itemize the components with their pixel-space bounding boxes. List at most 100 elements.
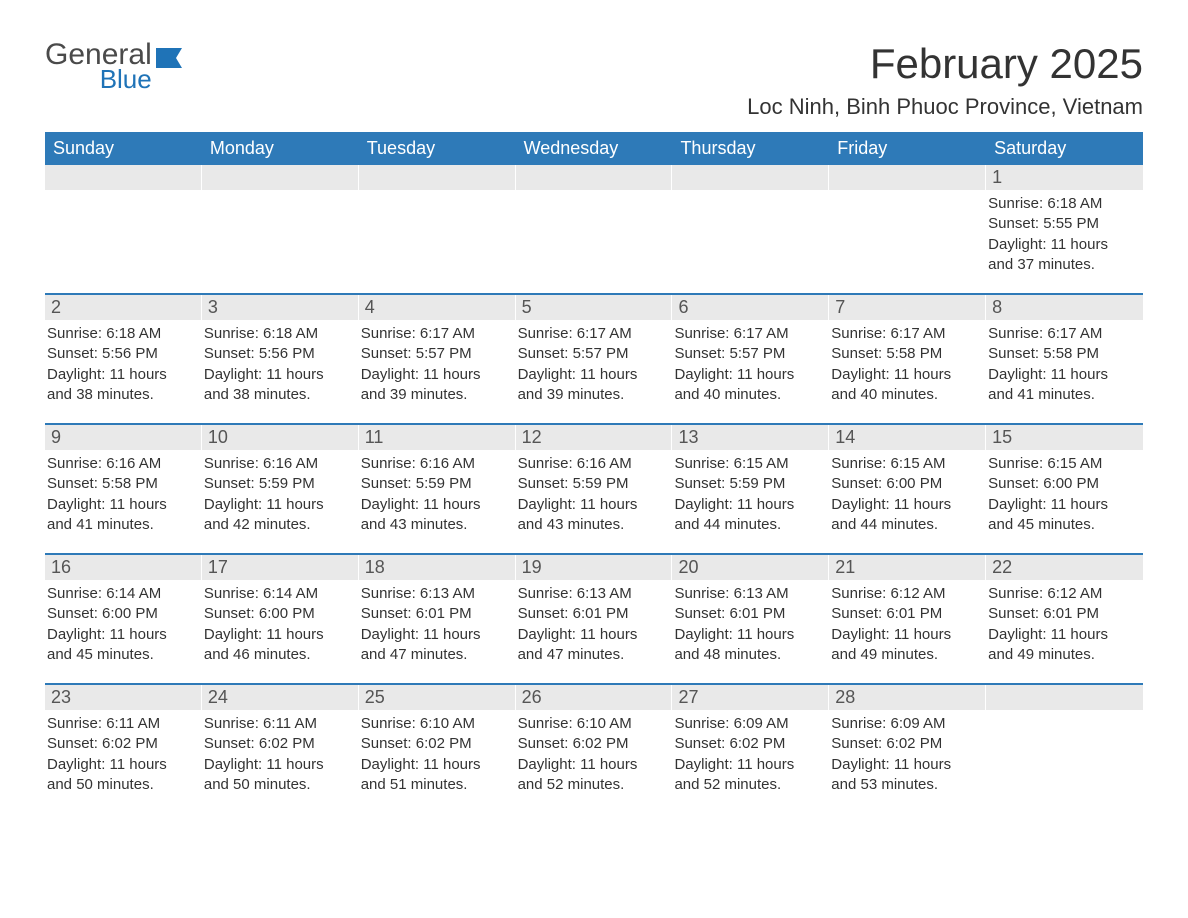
day-number: 17 (202, 555, 359, 580)
day-info: Sunrise: 6:18 AMSunset: 5:56 PMDaylight:… (202, 320, 359, 405)
sunset-line: Sunset: 5:56 PM (47, 344, 196, 364)
sunrise-line: Sunrise: 6:11 AM (47, 714, 196, 734)
daylight-line: Daylight: 11 hours and 50 minutes. (204, 755, 353, 796)
day-number: 10 (202, 425, 359, 450)
day-info: Sunrise: 6:13 AMSunset: 6:01 PMDaylight:… (359, 580, 516, 665)
sunrise-line: Sunrise: 6:18 AM (204, 324, 353, 344)
day-cell (45, 165, 202, 293)
day-number: 5 (516, 295, 673, 320)
title-block: February 2025 Loc Ninh, Binh Phuoc Provi… (747, 40, 1143, 120)
day-cell: 15Sunrise: 6:15 AMSunset: 6:00 PMDayligh… (986, 425, 1143, 553)
day-cell: 13Sunrise: 6:15 AMSunset: 5:59 PMDayligh… (672, 425, 829, 553)
sunset-line: Sunset: 6:02 PM (518, 734, 667, 754)
sunrise-line: Sunrise: 6:16 AM (361, 454, 510, 474)
day-info: Sunrise: 6:13 AMSunset: 6:01 PMDaylight:… (516, 580, 673, 665)
day-info: Sunrise: 6:17 AMSunset: 5:57 PMDaylight:… (672, 320, 829, 405)
day-cell: 2Sunrise: 6:18 AMSunset: 5:56 PMDaylight… (45, 295, 202, 423)
day-info: Sunrise: 6:15 AMSunset: 5:59 PMDaylight:… (672, 450, 829, 535)
sunset-line: Sunset: 5:58 PM (831, 344, 980, 364)
sunrise-line: Sunrise: 6:10 AM (361, 714, 510, 734)
sunset-line: Sunset: 5:58 PM (988, 344, 1137, 364)
daylight-line: Daylight: 11 hours and 38 minutes. (47, 365, 196, 406)
day-cell: 18Sunrise: 6:13 AMSunset: 6:01 PMDayligh… (359, 555, 516, 683)
day-cell: 17Sunrise: 6:14 AMSunset: 6:00 PMDayligh… (202, 555, 359, 683)
day-cell: 5Sunrise: 6:17 AMSunset: 5:57 PMDaylight… (516, 295, 673, 423)
day-info: Sunrise: 6:14 AMSunset: 6:00 PMDaylight:… (202, 580, 359, 665)
day-number (516, 165, 673, 190)
day-number: 16 (45, 555, 202, 580)
sunrise-line: Sunrise: 6:13 AM (674, 584, 823, 604)
day-cell: 24Sunrise: 6:11 AMSunset: 6:02 PMDayligh… (202, 685, 359, 813)
sunrise-line: Sunrise: 6:14 AM (47, 584, 196, 604)
day-cell: 26Sunrise: 6:10 AMSunset: 6:02 PMDayligh… (516, 685, 673, 813)
day-info: Sunrise: 6:18 AMSunset: 5:56 PMDaylight:… (45, 320, 202, 405)
day-number (986, 685, 1143, 710)
day-of-week-header: SundayMondayTuesdayWednesdayThursdayFrid… (45, 132, 1143, 165)
sunset-line: Sunset: 5:56 PM (204, 344, 353, 364)
sunset-line: Sunset: 5:58 PM (47, 474, 196, 494)
day-cell: 1Sunrise: 6:18 AMSunset: 5:55 PMDaylight… (986, 165, 1143, 293)
day-cell: 6Sunrise: 6:17 AMSunset: 5:57 PMDaylight… (672, 295, 829, 423)
daylight-line: Daylight: 11 hours and 44 minutes. (831, 495, 980, 536)
day-number: 25 (359, 685, 516, 710)
sunrise-line: Sunrise: 6:17 AM (831, 324, 980, 344)
sunset-line: Sunset: 6:02 PM (674, 734, 823, 754)
day-number: 8 (986, 295, 1143, 320)
sunset-line: Sunset: 5:57 PM (674, 344, 823, 364)
daylight-line: Daylight: 11 hours and 38 minutes. (204, 365, 353, 406)
day-cell (359, 165, 516, 293)
day-info: Sunrise: 6:16 AMSunset: 5:59 PMDaylight:… (516, 450, 673, 535)
week-row: 16Sunrise: 6:14 AMSunset: 6:00 PMDayligh… (45, 553, 1143, 683)
sunrise-line: Sunrise: 6:15 AM (831, 454, 980, 474)
day-cell (516, 165, 673, 293)
day-info: Sunrise: 6:17 AMSunset: 5:58 PMDaylight:… (986, 320, 1143, 405)
day-number (45, 165, 202, 190)
dow-cell: Sunday (45, 132, 202, 165)
day-cell: 27Sunrise: 6:09 AMSunset: 6:02 PMDayligh… (672, 685, 829, 813)
location-text: Loc Ninh, Binh Phuoc Province, Vietnam (747, 94, 1143, 120)
dow-cell: Tuesday (359, 132, 516, 165)
daylight-line: Daylight: 11 hours and 40 minutes. (674, 365, 823, 406)
day-number: 21 (829, 555, 986, 580)
sunset-line: Sunset: 6:02 PM (47, 734, 196, 754)
day-cell: 25Sunrise: 6:10 AMSunset: 6:02 PMDayligh… (359, 685, 516, 813)
sunrise-line: Sunrise: 6:14 AM (204, 584, 353, 604)
day-cell: 7Sunrise: 6:17 AMSunset: 5:58 PMDaylight… (829, 295, 986, 423)
day-info: Sunrise: 6:15 AMSunset: 6:00 PMDaylight:… (829, 450, 986, 535)
day-cell: 8Sunrise: 6:17 AMSunset: 5:58 PMDaylight… (986, 295, 1143, 423)
sunset-line: Sunset: 6:02 PM (361, 734, 510, 754)
dow-cell: Friday (829, 132, 986, 165)
day-cell: 11Sunrise: 6:16 AMSunset: 5:59 PMDayligh… (359, 425, 516, 553)
week-row: 1Sunrise: 6:18 AMSunset: 5:55 PMDaylight… (45, 165, 1143, 293)
day-number: 26 (516, 685, 673, 710)
day-cell (986, 685, 1143, 813)
daylight-line: Daylight: 11 hours and 37 minutes. (988, 235, 1137, 276)
sunset-line: Sunset: 5:57 PM (361, 344, 510, 364)
sunrise-line: Sunrise: 6:16 AM (204, 454, 353, 474)
sunrise-line: Sunrise: 6:17 AM (674, 324, 823, 344)
day-number (672, 165, 829, 190)
daylight-line: Daylight: 11 hours and 48 minutes. (674, 625, 823, 666)
daylight-line: Daylight: 11 hours and 50 minutes. (47, 755, 196, 796)
sunset-line: Sunset: 5:57 PM (518, 344, 667, 364)
day-number: 1 (986, 165, 1143, 190)
day-cell: 21Sunrise: 6:12 AMSunset: 6:01 PMDayligh… (829, 555, 986, 683)
daylight-line: Daylight: 11 hours and 45 minutes. (47, 625, 196, 666)
dow-cell: Saturday (986, 132, 1143, 165)
day-cell: 19Sunrise: 6:13 AMSunset: 6:01 PMDayligh… (516, 555, 673, 683)
sunset-line: Sunset: 6:00 PM (47, 604, 196, 624)
sunset-line: Sunset: 6:02 PM (831, 734, 980, 754)
day-number: 2 (45, 295, 202, 320)
day-cell: 20Sunrise: 6:13 AMSunset: 6:01 PMDayligh… (672, 555, 829, 683)
day-number: 14 (829, 425, 986, 450)
daylight-line: Daylight: 11 hours and 47 minutes. (518, 625, 667, 666)
sunset-line: Sunset: 5:59 PM (674, 474, 823, 494)
day-cell: 16 Sunrise: 6:14 AMSunset: 6:00 PMDayligh… (45, 555, 202, 683)
sunrise-line: Sunrise: 6:17 AM (361, 324, 510, 344)
sunset-line: Sunset: 6:01 PM (518, 604, 667, 624)
sunset-line: Sunset: 6:00 PM (988, 474, 1137, 494)
sunrise-line: Sunrise: 6:11 AM (204, 714, 353, 734)
day-info: Sunrise: 6:17 AMSunset: 5:57 PMDaylight:… (516, 320, 673, 405)
day-number: 11 (359, 425, 516, 450)
sunrise-line: Sunrise: 6:16 AM (47, 454, 196, 474)
